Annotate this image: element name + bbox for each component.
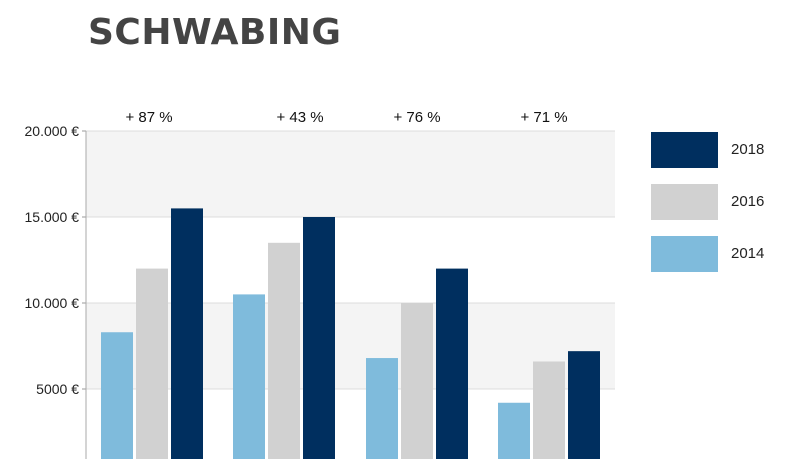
bar-2018 [568,351,600,459]
bar-2014 [233,294,265,459]
bar-2016 [136,268,168,459]
grid-band [86,131,615,217]
legend-swatch-2014 [651,236,718,272]
bar-2014 [101,332,133,459]
bar-2016 [533,361,565,459]
chart-title: SCHWABING [88,12,342,53]
group-annotation: + 71 % [520,109,567,126]
bar-2018 [436,268,468,459]
group-annotation: + 76 % [393,109,440,126]
legend-label-2014: 2014 [731,245,765,262]
bar-2018 [303,217,335,459]
y-tick-label: 20.000 € [25,123,80,139]
y-tick-label: 15.000 € [25,209,80,225]
y-tick-label: 10.000 € [25,295,80,311]
bar-2016 [401,303,433,459]
bar-2016 [268,242,300,459]
legend-swatch-2016 [651,184,718,220]
bar-2014 [366,358,398,459]
group-annotation: + 43 % [276,109,323,126]
bar-2018 [171,208,203,459]
legend-label-2018: 2018 [731,141,765,158]
legend-swatch-2018 [651,132,718,168]
legend-label-2016: 2016 [731,193,765,210]
bar-2014 [498,402,530,459]
y-tick-label: 5000 € [36,381,79,397]
group-annotation: + 87 % [125,109,172,126]
